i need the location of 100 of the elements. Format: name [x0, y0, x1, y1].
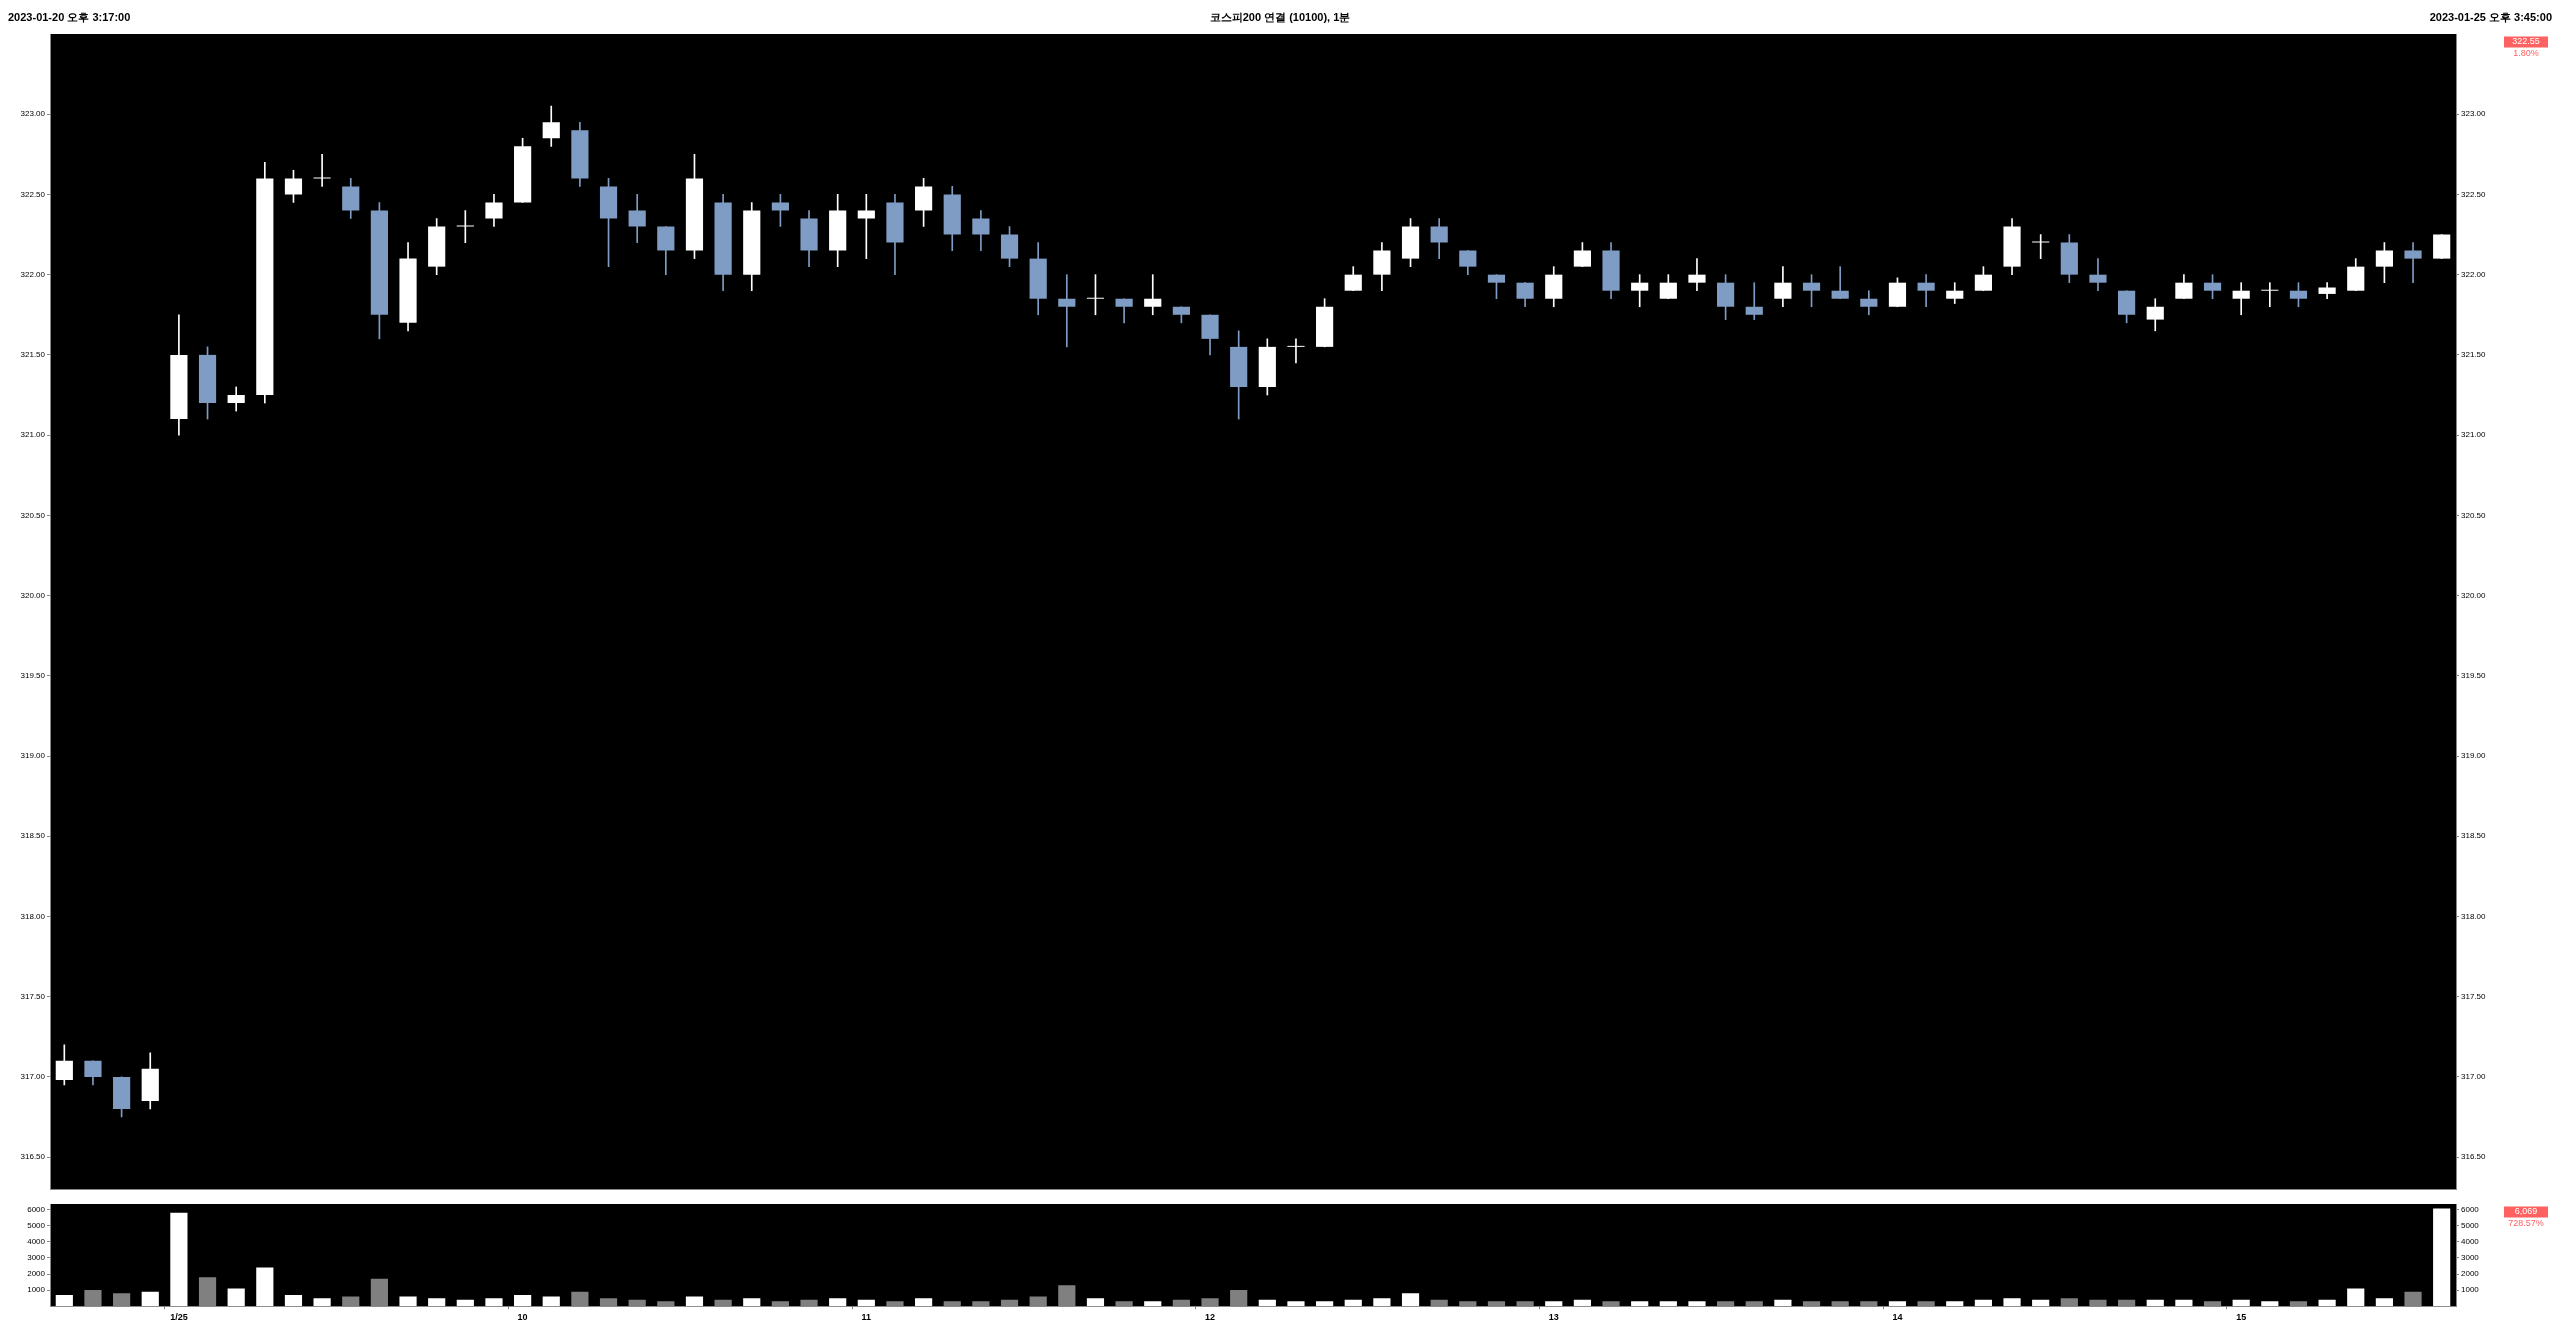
y-tick-label: 320.50: [20, 510, 46, 520]
y-tick-label: 319.50: [20, 670, 46, 680]
candlestick: [485, 194, 503, 227]
bar: [227, 1288, 245, 1307]
y2-tick-label: 3000: [2461, 1253, 2480, 1263]
bar: [542, 1296, 560, 1307]
text: 6,069: [2514, 1206, 2538, 1217]
y-tick-label: 322.50: [20, 189, 46, 199]
bar: [857, 1299, 875, 1307]
y-tick-label: 317.00: [20, 1072, 46, 1082]
candlestick: [2003, 218, 2021, 275]
bar: [1144, 1301, 1162, 1307]
y2-tick-label: 320.00: [2461, 590, 2487, 600]
bar: [256, 1267, 274, 1307]
bar: [428, 1298, 446, 1307]
bar: [1888, 1301, 1907, 1307]
bar: [1631, 1301, 1649, 1307]
bar: [485, 1298, 503, 1307]
y-tick-label: 318.50: [20, 831, 46, 841]
y2-tick-label: 5000: [2461, 1220, 2480, 1230]
y-tick-label: 317.50: [20, 991, 46, 1001]
bar: [2146, 1299, 2164, 1307]
text: 2023-01-25 오후 3:45:00: [2429, 9, 2552, 25]
bar: [1086, 1298, 1105, 1307]
y2-tick-label: 317.00: [2461, 1072, 2487, 1082]
bar: [456, 1299, 474, 1307]
y-tick-label: 2000: [27, 1269, 46, 1279]
bar: [284, 1294, 303, 1307]
bar: [1659, 1301, 1677, 1307]
bar: [1774, 1299, 1792, 1307]
bar: [685, 1296, 704, 1307]
y2-tick-label: 319.50: [2461, 670, 2487, 680]
x-tick-label: 1/25: [170, 1312, 188, 1323]
bar: [170, 1212, 188, 1307]
candlestick: [2433, 234, 2451, 259]
bar: [1688, 1301, 1706, 1307]
y2-tick-label: 4000: [2461, 1237, 2480, 1247]
y2-tick-label: 322.00: [2461, 269, 2487, 279]
y-tick-label: 3000: [27, 1253, 46, 1263]
y-tick-label: 6000: [27, 1204, 46, 1214]
candlestick: [886, 194, 904, 275]
x-tick-label: 12: [1205, 1312, 1216, 1323]
bar: [399, 1296, 417, 1307]
bar: [514, 1294, 532, 1307]
text: 728.57%: [2508, 1218, 2544, 1229]
y-tick-label: 5000: [27, 1220, 46, 1230]
bar: [1316, 1301, 1334, 1307]
bar: [1545, 1301, 1563, 1307]
candlestick: [1287, 338, 1305, 364]
bar: [1373, 1298, 1391, 1307]
y-tick-label: 1000: [27, 1285, 46, 1295]
y-tick-label: 320.00: [20, 590, 46, 600]
bar: [2003, 1298, 2021, 1307]
y2-tick-label: 321.50: [2461, 350, 2487, 360]
y2-tick-label: 322.50: [2461, 189, 2487, 199]
x-tick-label: 15: [2236, 1312, 2247, 1323]
candlestick: [857, 194, 875, 259]
text: 2023-01-20 오후 3:17:00: [8, 9, 131, 25]
bar: [2375, 1298, 2393, 1307]
bar: [2032, 1299, 2050, 1307]
bar: [2318, 1299, 2336, 1307]
y-tick-label: 321.50: [20, 350, 46, 360]
candlestick: [2404, 242, 2422, 284]
candlestick: [628, 194, 646, 243]
y2-tick-label: 319.00: [2461, 751, 2487, 761]
bar: [1974, 1299, 1992, 1307]
y-tick-label: 316.50: [20, 1152, 46, 1162]
y-tick-label: 318.00: [20, 911, 46, 921]
y2-tick-label: 318.50: [2461, 831, 2487, 841]
y2-tick-label: 323.00: [2461, 109, 2487, 119]
bar: [1401, 1293, 1420, 1307]
bar: [743, 1298, 761, 1307]
candlestick: [399, 242, 417, 332]
candlestick: [1201, 314, 1219, 356]
y2-tick-label: 318.00: [2461, 911, 2487, 921]
candlestick: [1688, 258, 1706, 292]
y-tick-label: 322.00: [20, 269, 46, 279]
x-tick-label: 10: [517, 1312, 528, 1323]
y2-tick-label: 320.50: [2461, 510, 2487, 520]
chart-title: 코스피200 연결 (10100), 1분: [1209, 9, 1351, 25]
bar: [2175, 1299, 2193, 1307]
y2-tick-label: 2000: [2461, 1269, 2480, 1279]
y2-tick-label: 6000: [2461, 1204, 2480, 1214]
bar: [2261, 1301, 2279, 1307]
bar: [141, 1291, 159, 1307]
candlestick: [2089, 258, 2107, 292]
bar: [1946, 1301, 1964, 1307]
candlestick: [800, 210, 818, 267]
bar: [55, 1294, 73, 1307]
y2-tick-label: 316.50: [2461, 1152, 2487, 1162]
text: 322.55: [2512, 36, 2540, 47]
bar: [829, 1298, 847, 1307]
bar: [915, 1298, 933, 1307]
x-tick-label: 11: [861, 1312, 872, 1323]
bar: [313, 1298, 331, 1307]
y2-tick-label: 1000: [2461, 1285, 2480, 1295]
y2-tick-label: 321.00: [2461, 430, 2487, 440]
candlestick: [1602, 242, 1620, 300]
x-tick-label: 13: [1548, 1312, 1559, 1323]
bar: [2347, 1288, 2365, 1307]
